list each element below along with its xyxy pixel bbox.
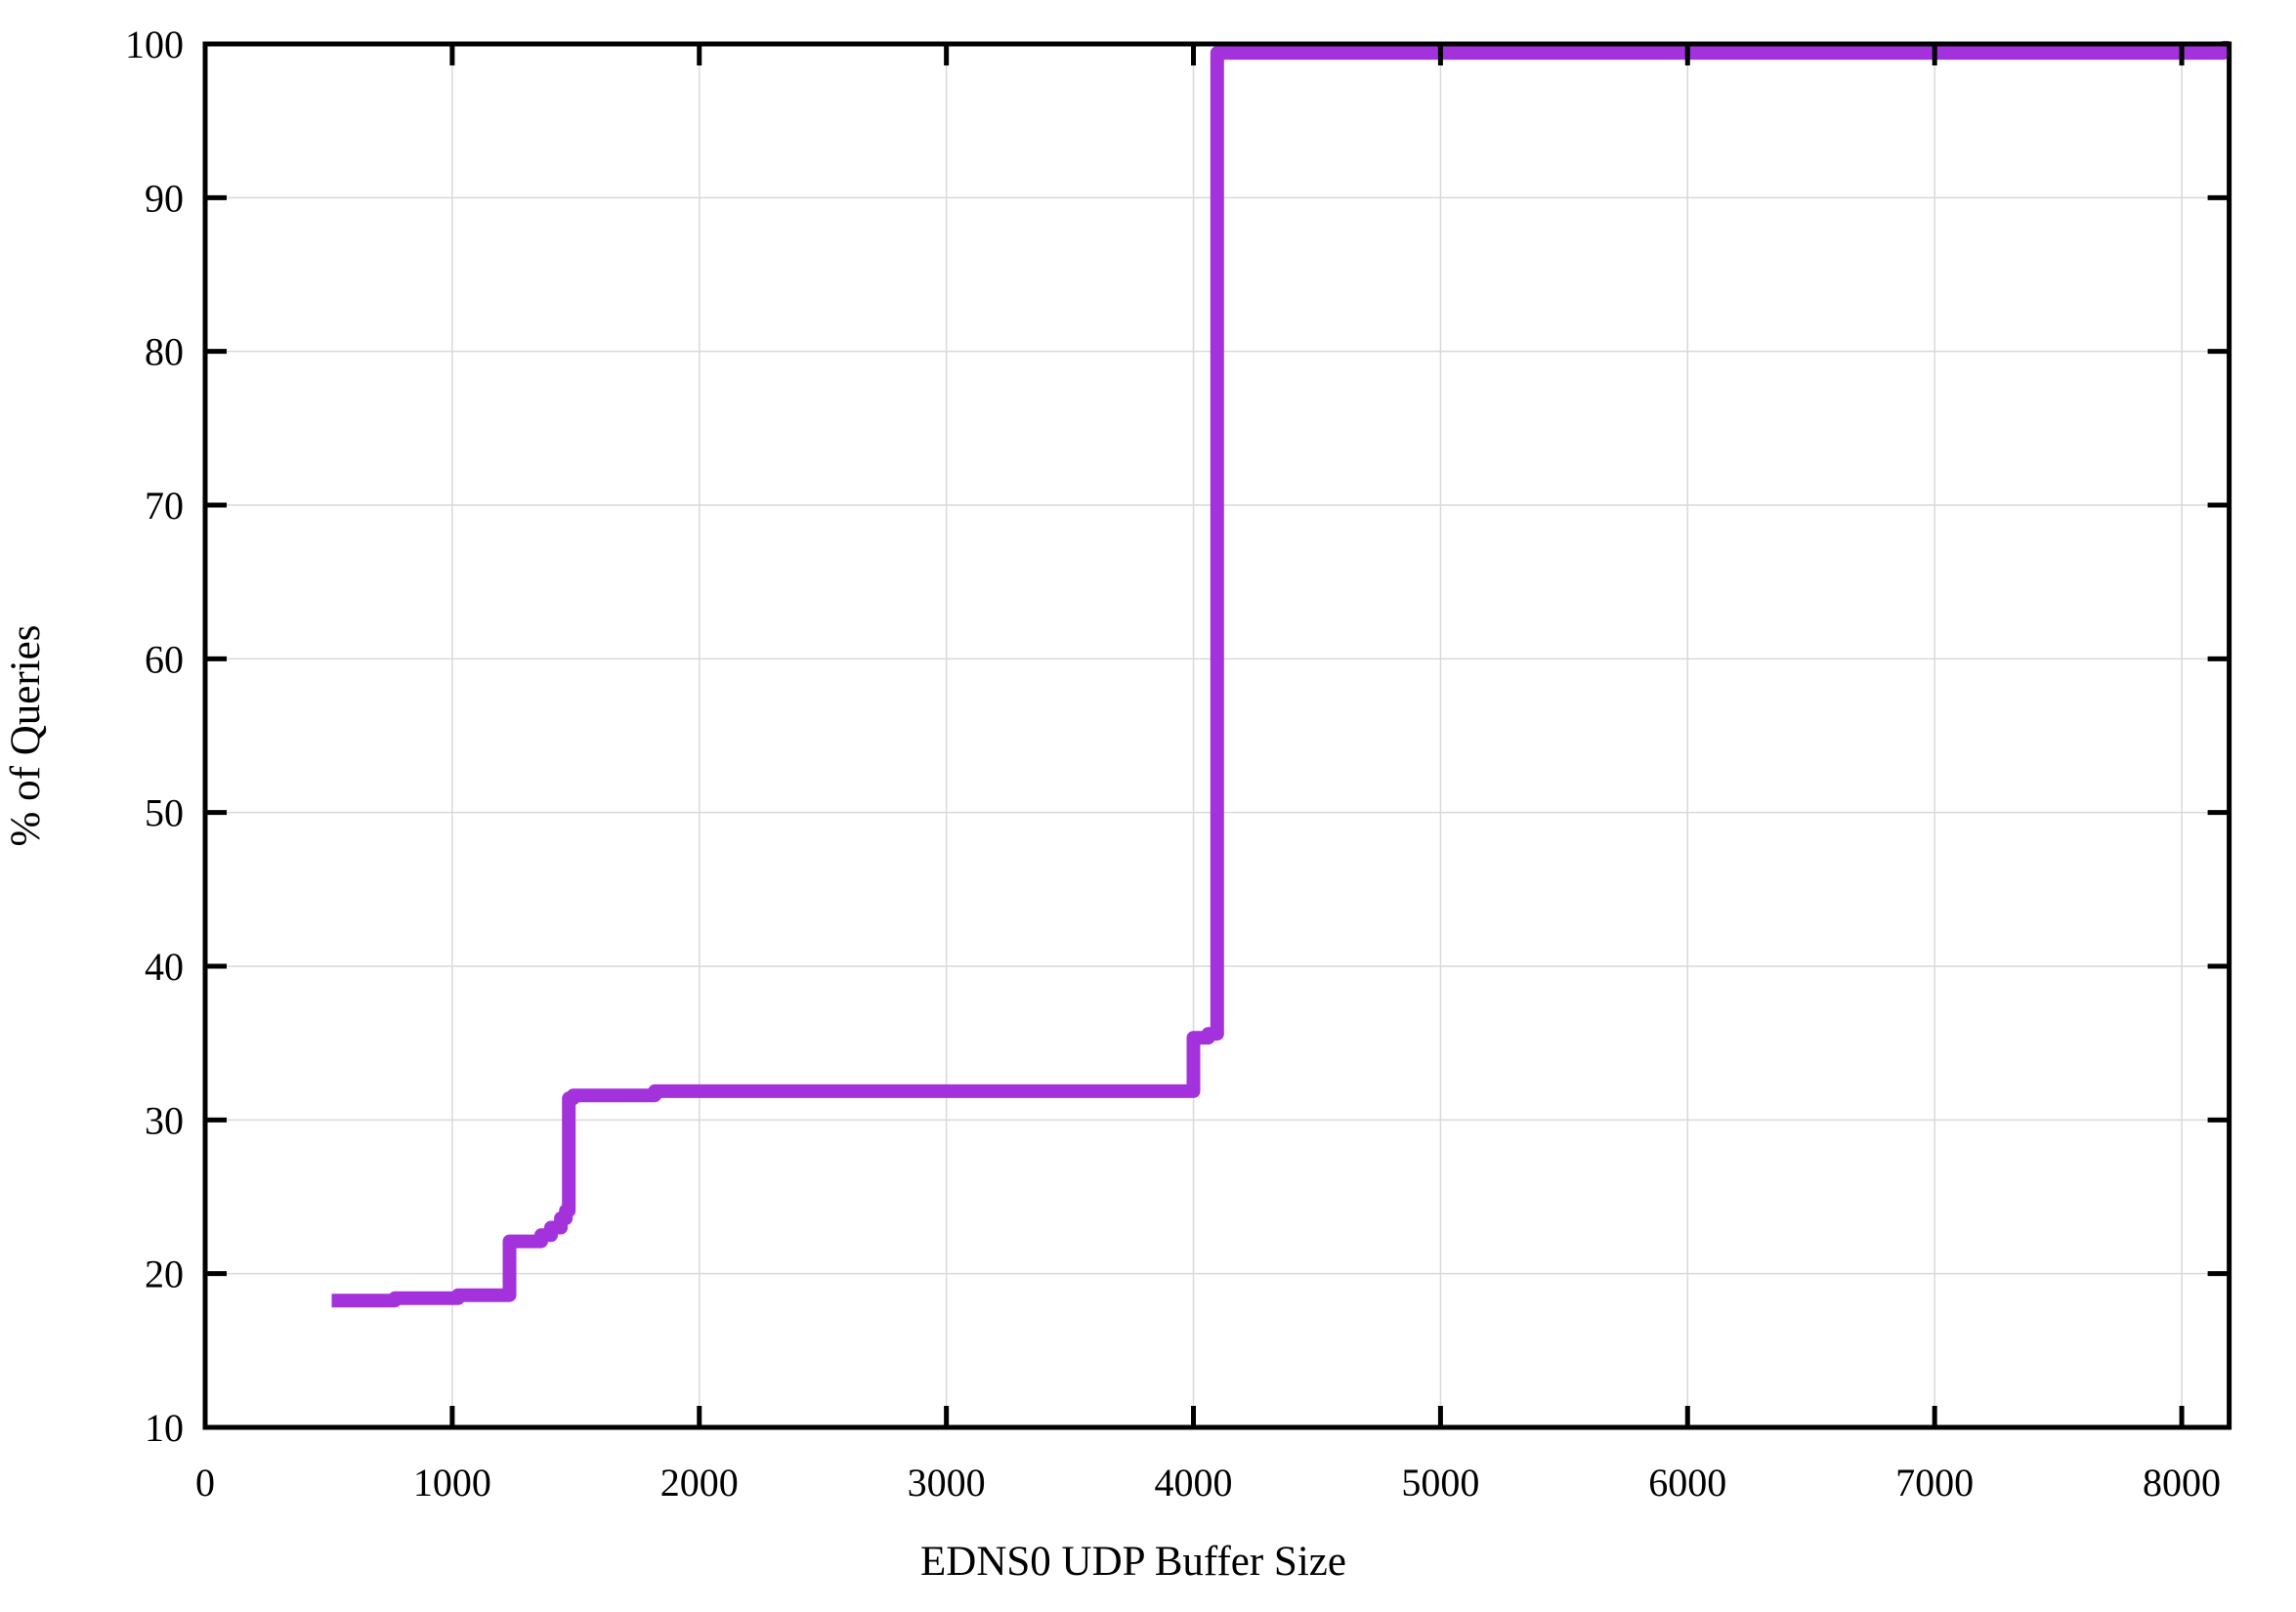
x-tick-label: 7000 (1895, 1461, 1974, 1505)
plot-frame (202, 41, 2232, 1430)
x-tick-label: 5000 (1401, 1461, 1479, 1505)
x-tick-label: 8000 (2143, 1461, 2221, 1505)
plot-border (202, 41, 2232, 1430)
data-curve (331, 40, 2231, 1308)
y-tick-label: 10 (145, 1406, 184, 1450)
y-tick-label: 40 (145, 945, 184, 989)
x-tick-label: 2000 (660, 1461, 739, 1505)
y-tick-label: 100 (125, 22, 184, 66)
y-tick-label: 30 (145, 1098, 184, 1142)
x-tick-label: 6000 (1648, 1461, 1726, 1505)
x-axis-title: EDNS0 UDP Buffer Size (920, 1539, 1346, 1585)
y-tick-label: 20 (145, 1252, 184, 1296)
x-tick-label: 1000 (413, 1461, 491, 1505)
x-tick-label: 0 (195, 1461, 215, 1505)
tick-labels: 0 1000 2000 3000 4000 5000 6000 7000 8000 10 20 30 4… (125, 22, 2221, 1505)
y-tick-label: 60 (145, 637, 184, 681)
y-tick-label: 90 (145, 176, 184, 220)
x-tick-label: 4000 (1155, 1461, 1233, 1505)
axis-ticks (202, 41, 2230, 1430)
y-tick-label: 50 (145, 791, 184, 835)
x-tick-label: 3000 (908, 1461, 986, 1505)
y-axis-title: % of Queries (3, 625, 49, 847)
y-tick-label: 80 (145, 330, 184, 374)
y-tick-label: 70 (145, 484, 184, 528)
cdf-step-line (331, 40, 2231, 1308)
